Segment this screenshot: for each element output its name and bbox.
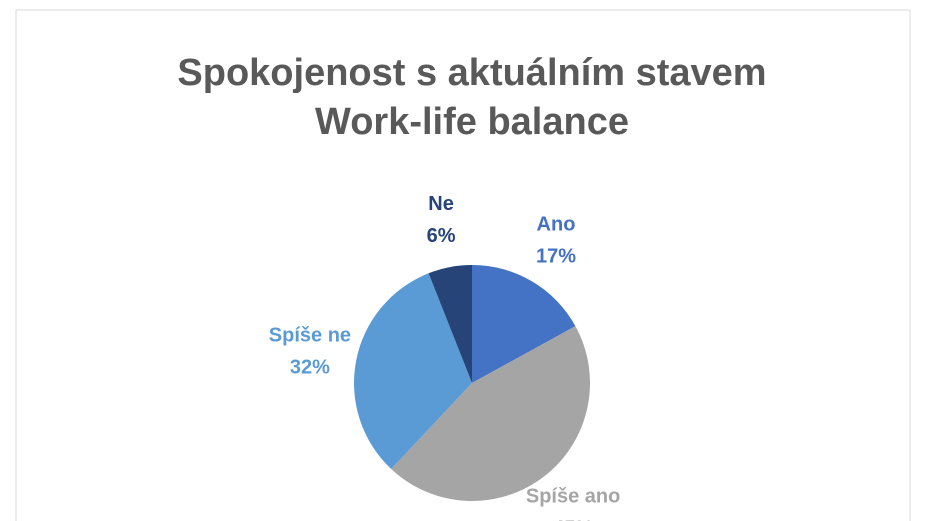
- slice-category-label: Ne: [428, 193, 454, 215]
- pie-slice: [354, 273, 472, 470]
- slice-value-label: 45%: [553, 518, 593, 521]
- slice-value-label: 17%: [536, 245, 576, 267]
- pie-slice: [472, 265, 576, 383]
- pie-slice: [391, 326, 590, 501]
- slice-value-label: 32%: [290, 356, 330, 378]
- slice-value-label: 6%: [427, 225, 456, 247]
- chart-title: Work-life balance: [315, 101, 629, 143]
- slice-category-label: Spíše ne: [269, 324, 351, 346]
- slice-category-label: Spíše ano: [526, 486, 620, 508]
- slice-category-label: Ano: [537, 213, 576, 235]
- pie-slice: [428, 265, 472, 383]
- chart-title: Spokojenost s aktuálním stavem: [177, 52, 766, 94]
